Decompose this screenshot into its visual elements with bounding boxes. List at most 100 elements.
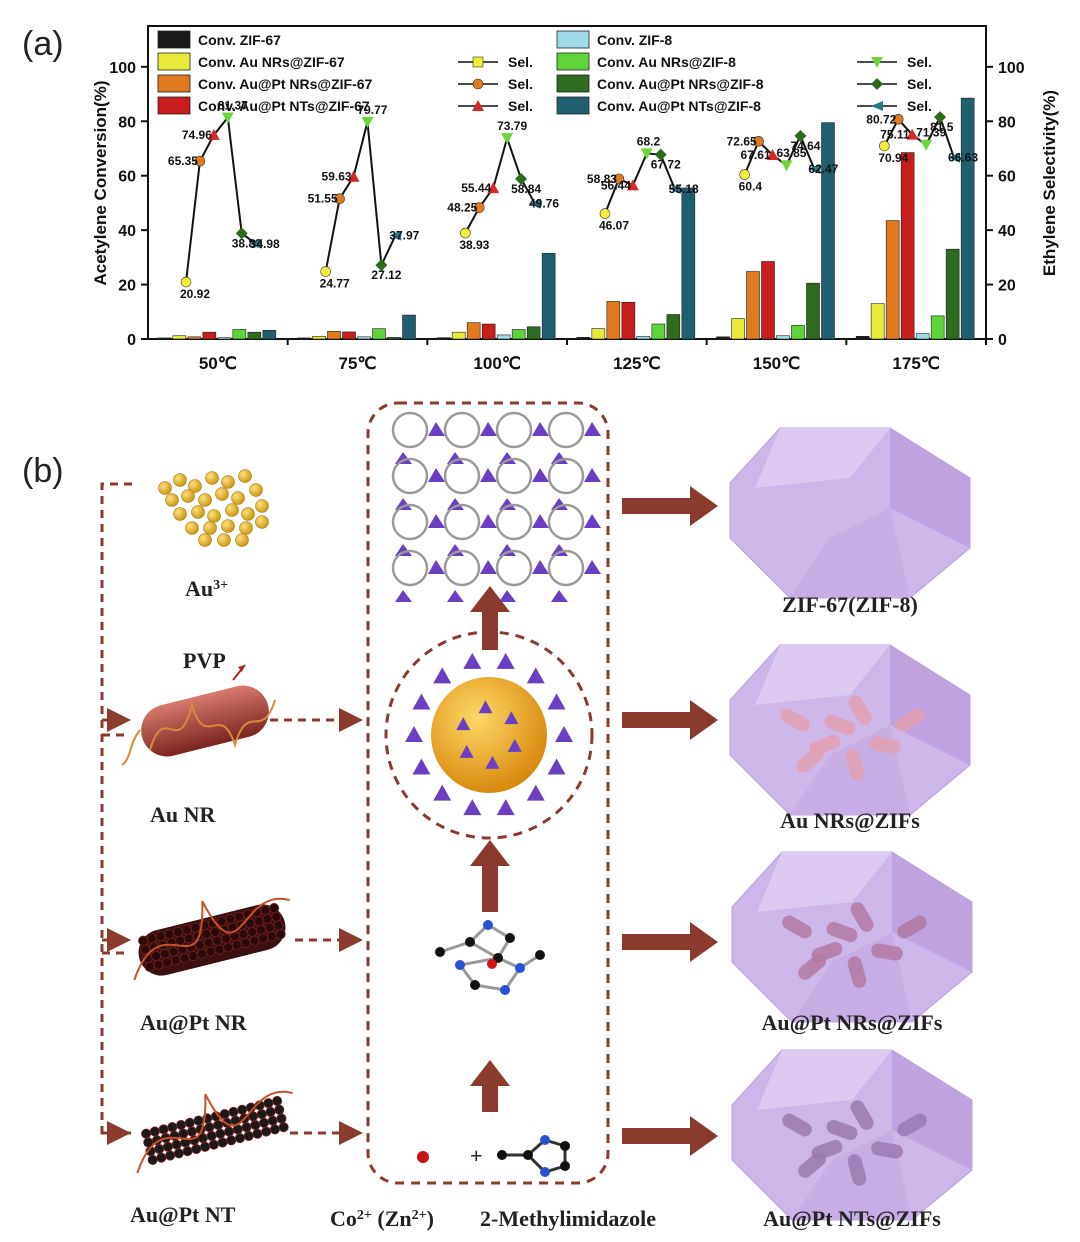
framework-ring bbox=[391, 503, 429, 541]
crystal-face bbox=[892, 1050, 972, 1170]
left-axis: 0 20 40 60 80 100 bbox=[109, 60, 148, 349]
au-ion-dot bbox=[221, 475, 235, 489]
legend-sel-marker bbox=[472, 56, 484, 68]
pvp-strand bbox=[133, 897, 290, 981]
au-ion-dot bbox=[239, 521, 253, 535]
legend-sel-marker bbox=[472, 100, 484, 111]
au-ion-dot bbox=[181, 489, 195, 503]
au-ion-dot bbox=[225, 503, 239, 517]
pt-bead bbox=[275, 929, 286, 940]
legend-label: Conv. Au@Pt NTs@ZIF-67 bbox=[198, 98, 370, 114]
zif-unit-molecule-icon bbox=[435, 920, 545, 995]
y-tick-label: 60 bbox=[118, 169, 136, 186]
legend-swatch bbox=[556, 52, 590, 71]
bar bbox=[716, 336, 730, 340]
au-ion-dot bbox=[235, 533, 249, 547]
right-axis: 0 20 40 60 80 100 bbox=[986, 60, 1025, 349]
framework-tetrahedron bbox=[551, 590, 568, 602]
y-tick-label: 100 bbox=[109, 60, 136, 77]
selectivity-data-label: 80.72 bbox=[866, 112, 896, 126]
legend: Conv. ZIF-67 Conv. Au NRs@ZIF-67 Sel. Conv.… bbox=[157, 30, 932, 115]
atom bbox=[435, 947, 445, 957]
legend-sel-marker bbox=[472, 78, 484, 90]
au-ion-dot bbox=[231, 491, 245, 505]
bar bbox=[357, 336, 371, 340]
bar bbox=[202, 331, 217, 340]
shell-tetrahedron bbox=[463, 652, 482, 669]
embedded-rod bbox=[782, 915, 812, 939]
atom bbox=[500, 985, 510, 995]
crystals bbox=[729, 427, 973, 1221]
au-ion-dot bbox=[215, 487, 229, 501]
selectivity-marker bbox=[460, 227, 471, 239]
shell-tetrahedron bbox=[526, 667, 545, 684]
selectivity-data-label: 73.79 bbox=[497, 119, 527, 133]
legend-label: Conv. Au@Pt NRs@ZIF-67 bbox=[198, 76, 373, 92]
framework-ring bbox=[547, 411, 585, 449]
bar bbox=[636, 335, 651, 340]
selectivity-marker bbox=[599, 208, 611, 219]
au-ion-dot bbox=[165, 493, 179, 507]
au-ion-dot bbox=[207, 509, 221, 523]
selectivity-marker bbox=[668, 183, 681, 194]
bar bbox=[945, 248, 960, 340]
legend-swatch bbox=[556, 96, 590, 115]
legend-label: Conv. Au NRs@ZIF-8 bbox=[597, 54, 736, 70]
selectivity-data-label: 58.84 bbox=[511, 182, 541, 196]
framework-tetrahedron bbox=[447, 590, 464, 602]
selectivity-marker bbox=[207, 128, 220, 140]
bar bbox=[327, 331, 341, 340]
framework-tetrahedron bbox=[480, 422, 497, 436]
zif-label: ZIF-67(ZIF-8) bbox=[782, 592, 918, 617]
au-ion-dot bbox=[205, 471, 219, 485]
selectivity-marker bbox=[920, 139, 933, 151]
legend-swatch bbox=[157, 30, 191, 49]
bar bbox=[746, 271, 760, 340]
bar bbox=[541, 252, 556, 340]
bar bbox=[481, 323, 496, 340]
framework-tetrahedron bbox=[428, 422, 445, 436]
bar bbox=[496, 334, 511, 340]
bar bbox=[761, 261, 775, 340]
framework-ring bbox=[547, 457, 585, 495]
selectivity-marker bbox=[892, 114, 904, 125]
up-arrows bbox=[470, 586, 510, 1112]
framework-tetrahedron bbox=[480, 514, 497, 528]
methylimidazole-label: 2-Methylimidazole bbox=[480, 1206, 656, 1231]
y-tick-label: 0 bbox=[127, 332, 136, 349]
bar bbox=[855, 335, 870, 340]
core-tetrahedron bbox=[459, 744, 474, 758]
framework-ring bbox=[443, 549, 481, 587]
crystal-0 bbox=[729, 427, 971, 599]
y2-tick-label: 80 bbox=[998, 114, 1016, 131]
bar bbox=[621, 301, 636, 340]
shell-tetrahedron bbox=[547, 758, 566, 775]
framework-tetrahedron bbox=[551, 544, 568, 556]
au-ion-dot bbox=[198, 533, 212, 547]
shell-tetrahedron bbox=[412, 693, 431, 710]
legend-sel-label: Sel. bbox=[508, 98, 533, 114]
framework-ring bbox=[495, 549, 533, 587]
selectivity-marker bbox=[221, 112, 234, 124]
framework-tetrahedron bbox=[584, 468, 601, 482]
selectivity-marker bbox=[906, 128, 919, 140]
selectivity-marker bbox=[808, 163, 821, 174]
shell-tetrahedron bbox=[526, 784, 545, 801]
legend-sel-label: Sel. bbox=[508, 54, 533, 70]
pvp-strand bbox=[136, 1090, 293, 1174]
right-arrows bbox=[622, 486, 718, 1156]
legend-swatch bbox=[556, 30, 590, 49]
au3-ions-icon bbox=[158, 469, 269, 547]
shell-tetrahedron bbox=[496, 799, 515, 816]
au-nr-label: Au NR bbox=[150, 802, 217, 827]
bar bbox=[591, 328, 606, 340]
bond bbox=[439, 940, 471, 954]
bar-line-chart: 0 20 40 60 80 100 0 20 40 60 80 100 20.92 65.35 74.9… bbox=[91, 25, 1059, 373]
embedded-rod bbox=[847, 1154, 867, 1186]
y-axis-title: Acetylene Conversion(%) bbox=[91, 81, 110, 286]
y2-tick-label: 0 bbox=[998, 332, 1007, 349]
selectivity-data-label: 55.44 bbox=[461, 181, 491, 195]
aupt-nr-label: Au@Pt NR bbox=[140, 1010, 248, 1035]
embedded-rod bbox=[824, 714, 856, 736]
bar bbox=[402, 314, 416, 340]
